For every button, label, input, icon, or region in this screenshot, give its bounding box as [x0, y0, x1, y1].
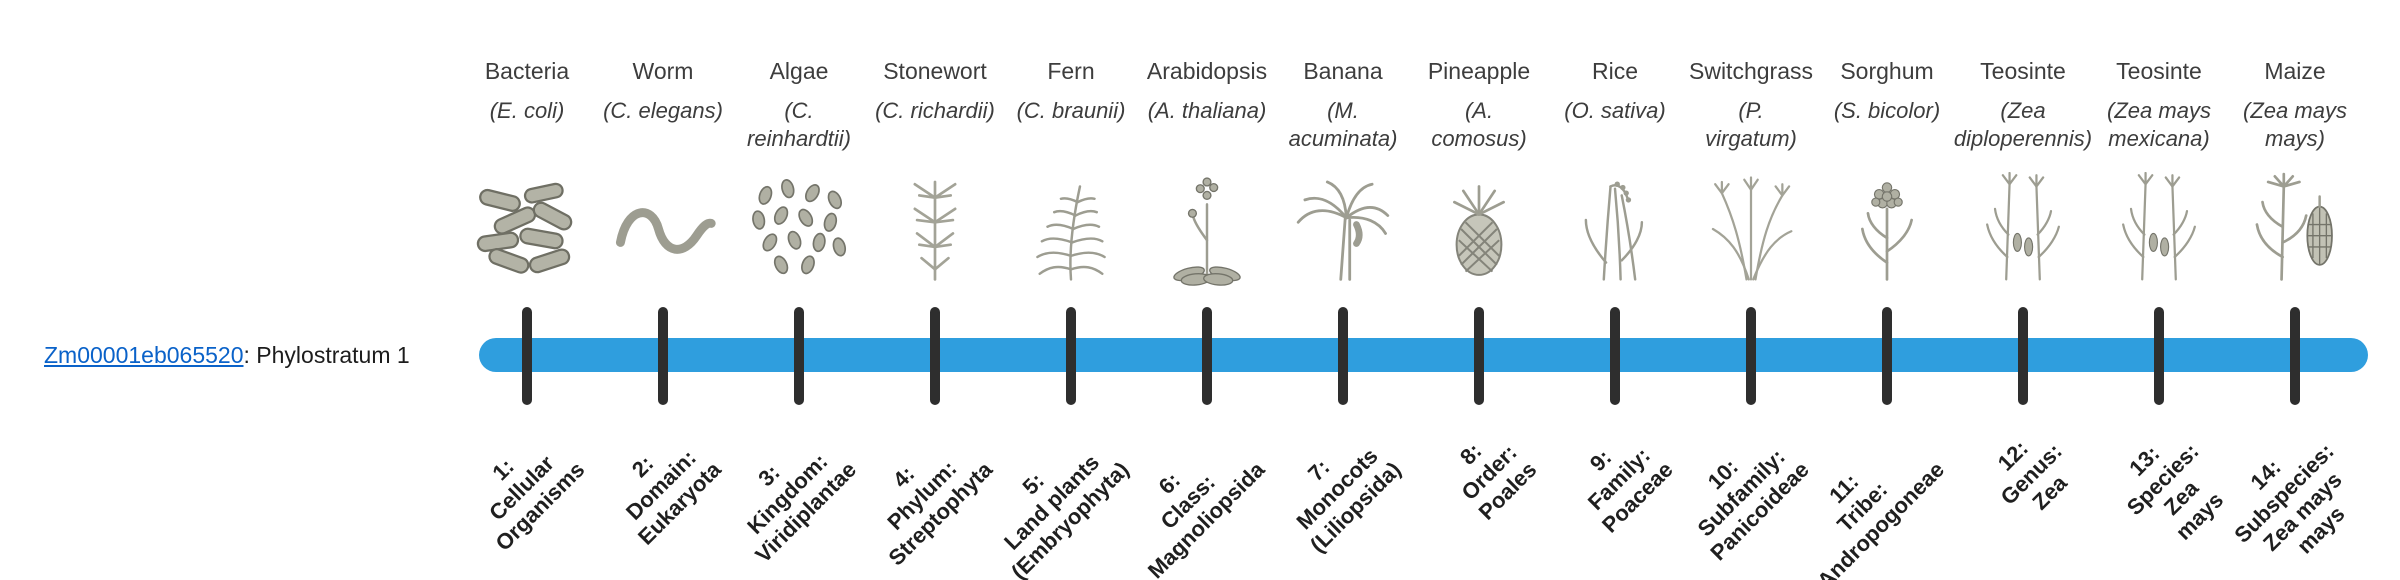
fern-icon	[1006, 166, 1136, 286]
phylostratum-label: 6: Class: Magnoliopsida	[1142, 456, 1270, 580]
phylostratum-tick	[522, 307, 532, 405]
phylostratum-label: 14: Subspecies: Zea mays mays	[2229, 438, 2350, 559]
phylostratum-tick	[794, 307, 804, 405]
organism-scientific-name: (Zea diploperennis)	[1953, 98, 2093, 151]
phylostratum-tick	[930, 307, 940, 405]
phylostratum-label: 2: Domain: Eukaryota	[620, 444, 726, 550]
organism-common-name: Fern	[1047, 58, 1095, 84]
phylostratum-tick	[1202, 307, 1212, 405]
organism-common-name: Banana	[1303, 58, 1383, 84]
organism-scientific-name: (S. bicolor)	[1833, 98, 1941, 123]
pineapple-icon	[1414, 166, 1544, 286]
phylostratum-label: 3: Kingdom: Viridiplantae	[742, 448, 862, 568]
organism-common-name: Sorghum	[1840, 58, 1934, 84]
phylostratum-label: 5: Land plants (Embryophyta)	[998, 449, 1134, 580]
organism-scientific-name: (P. virgatum)	[1705, 98, 1797, 151]
phylostratum-tick	[2018, 307, 2028, 405]
organism-scientific-name: (A. thaliana)	[1147, 98, 1267, 123]
phylostratum-tick	[2290, 307, 2300, 405]
organism-common-name: Arabidopsis	[1146, 58, 1268, 84]
organism-scientific-name: (Zea mays mexicana)	[2107, 98, 2211, 151]
organism-scientific-name: (C. reinhardtii)	[747, 98, 851, 151]
phylostratum-label: 4: Phylum: Streptophyta	[882, 455, 998, 571]
organism-common-name: Stonewort	[883, 58, 987, 84]
phylostratum-tick	[658, 307, 668, 405]
phylostratum-tick	[1338, 307, 1348, 405]
organism-common-name: Teosinte	[2116, 58, 2202, 84]
organism-common-name: Maize	[2264, 58, 2326, 84]
arabidopsis-icon	[1142, 166, 1272, 286]
organism-scientific-name: (C. braunii)	[1016, 98, 1126, 123]
phylostratum-tick	[1610, 307, 1620, 405]
organism-scientific-name: (M. acuminata)	[1288, 98, 1398, 151]
phylostratum-label: 8: Order: Poales	[1455, 438, 1542, 525]
teosinte-icon	[2094, 166, 2224, 286]
worm-icon	[598, 166, 728, 286]
gene-label: Zm00001eb065520: Phylostratum 1	[44, 342, 410, 369]
organism-common-name: Algae	[769, 58, 829, 84]
banana-icon	[1278, 166, 1408, 286]
phylostratum-tick	[2154, 307, 2164, 405]
gene-phylostratum-text: : Phylostratum 1	[243, 342, 410, 368]
organism-common-name: Teosinte	[1980, 58, 2066, 84]
organism-scientific-name: (Zea mays mays)	[2243, 98, 2347, 151]
switchgrass-icon	[1686, 166, 1816, 286]
algae-icon	[734, 166, 864, 286]
phylostratum-label: 7: Monocots (Liliopsida)	[1291, 443, 1406, 558]
phylostratum-label: 1: Cellular Organisms	[484, 450, 590, 556]
phylostratum-tick	[1474, 307, 1484, 405]
teosinte-icon	[1958, 166, 2088, 286]
gene-id-link[interactable]: Zm00001eb065520	[44, 342, 244, 368]
organism-common-name: Pineapple	[1427, 58, 1531, 84]
bacteria-icon	[462, 166, 592, 286]
phylostratum-tick	[1882, 307, 1892, 405]
rice-icon	[1550, 166, 1680, 286]
organism-common-name: Bacteria	[484, 58, 570, 84]
organism-scientific-name: (A. comosus)	[1431, 98, 1527, 151]
phylostratum-label: 9: Family: Poaceae	[1582, 442, 1678, 538]
phylostratum-label: 11: Tribe: Andropogoneae	[1812, 456, 1950, 580]
organism-scientific-name: (C. elegans)	[603, 98, 723, 123]
organism-common-name: Rice	[1591, 58, 1638, 84]
stonewort-icon	[870, 166, 1000, 286]
phylostratum-label: 13: Species: Zea mays	[2121, 438, 2228, 545]
phylostratum-tick	[1066, 307, 1076, 405]
maize-icon	[2230, 166, 2360, 286]
organism-common-name: Worm	[632, 58, 694, 84]
organism-common-name: Switchgrass	[1689, 58, 1813, 84]
sorghum-icon	[1822, 166, 1952, 286]
organism-scientific-name: (O. sativa)	[1564, 98, 1666, 123]
phylostrata-bar	[479, 338, 2368, 372]
organism-scientific-name: (C. richardii)	[875, 98, 995, 123]
phylostratum-label: 12: Genus: Zea	[1992, 435, 2073, 515]
organism-scientific-name: (E. coli)	[489, 98, 565, 123]
phylostratum-tick	[1746, 307, 1756, 405]
